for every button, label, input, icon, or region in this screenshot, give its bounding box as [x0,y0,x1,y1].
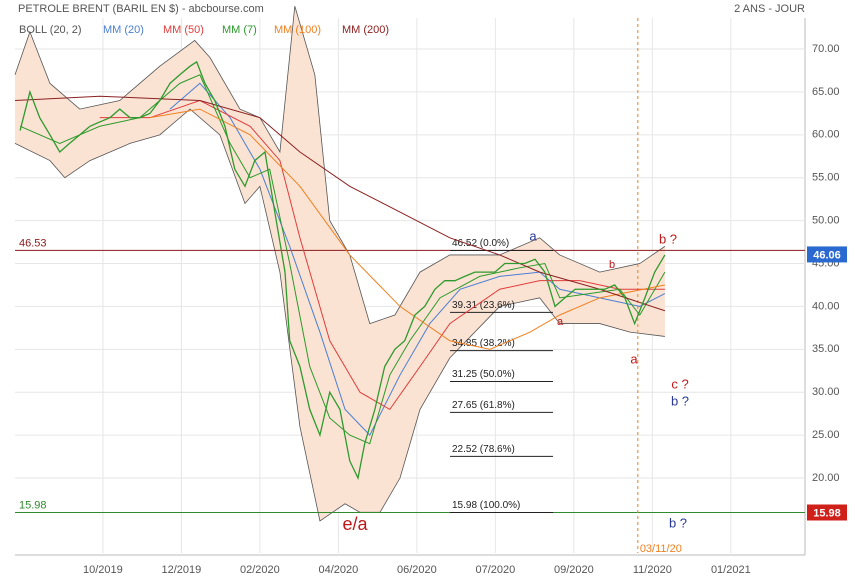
x-tick-label: 07/2020 [475,564,515,576]
x-tick-label: 01/2021 [711,564,751,576]
fib-label: 46.52 (0.0%) [452,238,509,249]
wave-annotation: b ? [669,515,687,530]
chart-title: PETROLE BRENT (BARIL EN $) - abcbourse.c… [18,3,264,15]
fib-label: 39.31 (23.6%) [452,300,515,311]
band-upper [14,6,666,325]
fib-label: 15.98 (100.0%) [452,500,520,511]
x-tick-label: 12/2019 [162,564,202,576]
y-tick-label: 35.00 [812,343,840,355]
wave-annotation: b ? [671,393,689,408]
moving-average [99,99,665,411]
x-tick-label: 10/2019 [83,564,123,576]
price-line [19,60,666,481]
last-price-label: 46.06 [813,249,841,261]
level-label: 15.98 [19,499,47,511]
y-tick-label: 20.00 [812,472,840,484]
level-box [807,504,847,521]
level-label: 46.53 [19,237,47,249]
y-tick-label: 55.00 [812,172,840,184]
wave-annotation: a [529,228,537,243]
y-tick-label: 25.00 [812,429,840,441]
y-tick-label: 40.00 [812,300,840,312]
wave-annotation: b ? [659,231,677,246]
wave-annotation: e/a [342,514,368,534]
wave-annotation: a [557,316,564,328]
y-tick-label: 65.00 [812,86,840,98]
legend-label: MM (20) [103,24,144,36]
x-tick-label: 04/2020 [318,564,358,576]
legend-label: MM (100) [274,24,321,36]
last-price-box [807,246,847,263]
x-tick-label: 06/2020 [397,564,437,576]
level-label: 15.98 [813,507,841,519]
legend-label: MM (50) [163,24,204,36]
legend-label: MM (200) [342,24,389,36]
fib-label: 31.25 (50.0%) [452,369,515,380]
x-tick-label: 11/2020 [633,564,672,576]
y-tick-label: 30.00 [812,386,840,398]
wave-annotation: c ? [671,376,688,391]
x-tick-label: 09/2020 [554,564,594,576]
moving-average [169,82,666,436]
y-tick-label: 60.00 [812,129,840,141]
band-fill [15,6,665,521]
y-tick-label: 70.00 [812,43,840,55]
moving-average [149,108,665,350]
y-tick-label: 50.00 [812,215,840,227]
legend-label: MM (7) [222,24,257,36]
band-lower [14,108,665,522]
fib-label: 27.65 (61.8%) [452,400,515,411]
moving-average [14,95,666,312]
fib-label: 22.52 (78.6%) [452,444,515,455]
moving-average [19,74,666,445]
date-marker-label: 03/11/20 [640,543,682,555]
legend-label: BOLL (20, 2) [19,24,82,36]
fib-label: 34.85 (38.2%) [452,338,515,349]
wave-annotation: b [609,259,615,271]
wave-annotation: a [630,351,638,366]
x-tick-label: 02/2020 [240,564,280,576]
chart-subtitle: 2 ANS - JOUR [734,3,805,15]
